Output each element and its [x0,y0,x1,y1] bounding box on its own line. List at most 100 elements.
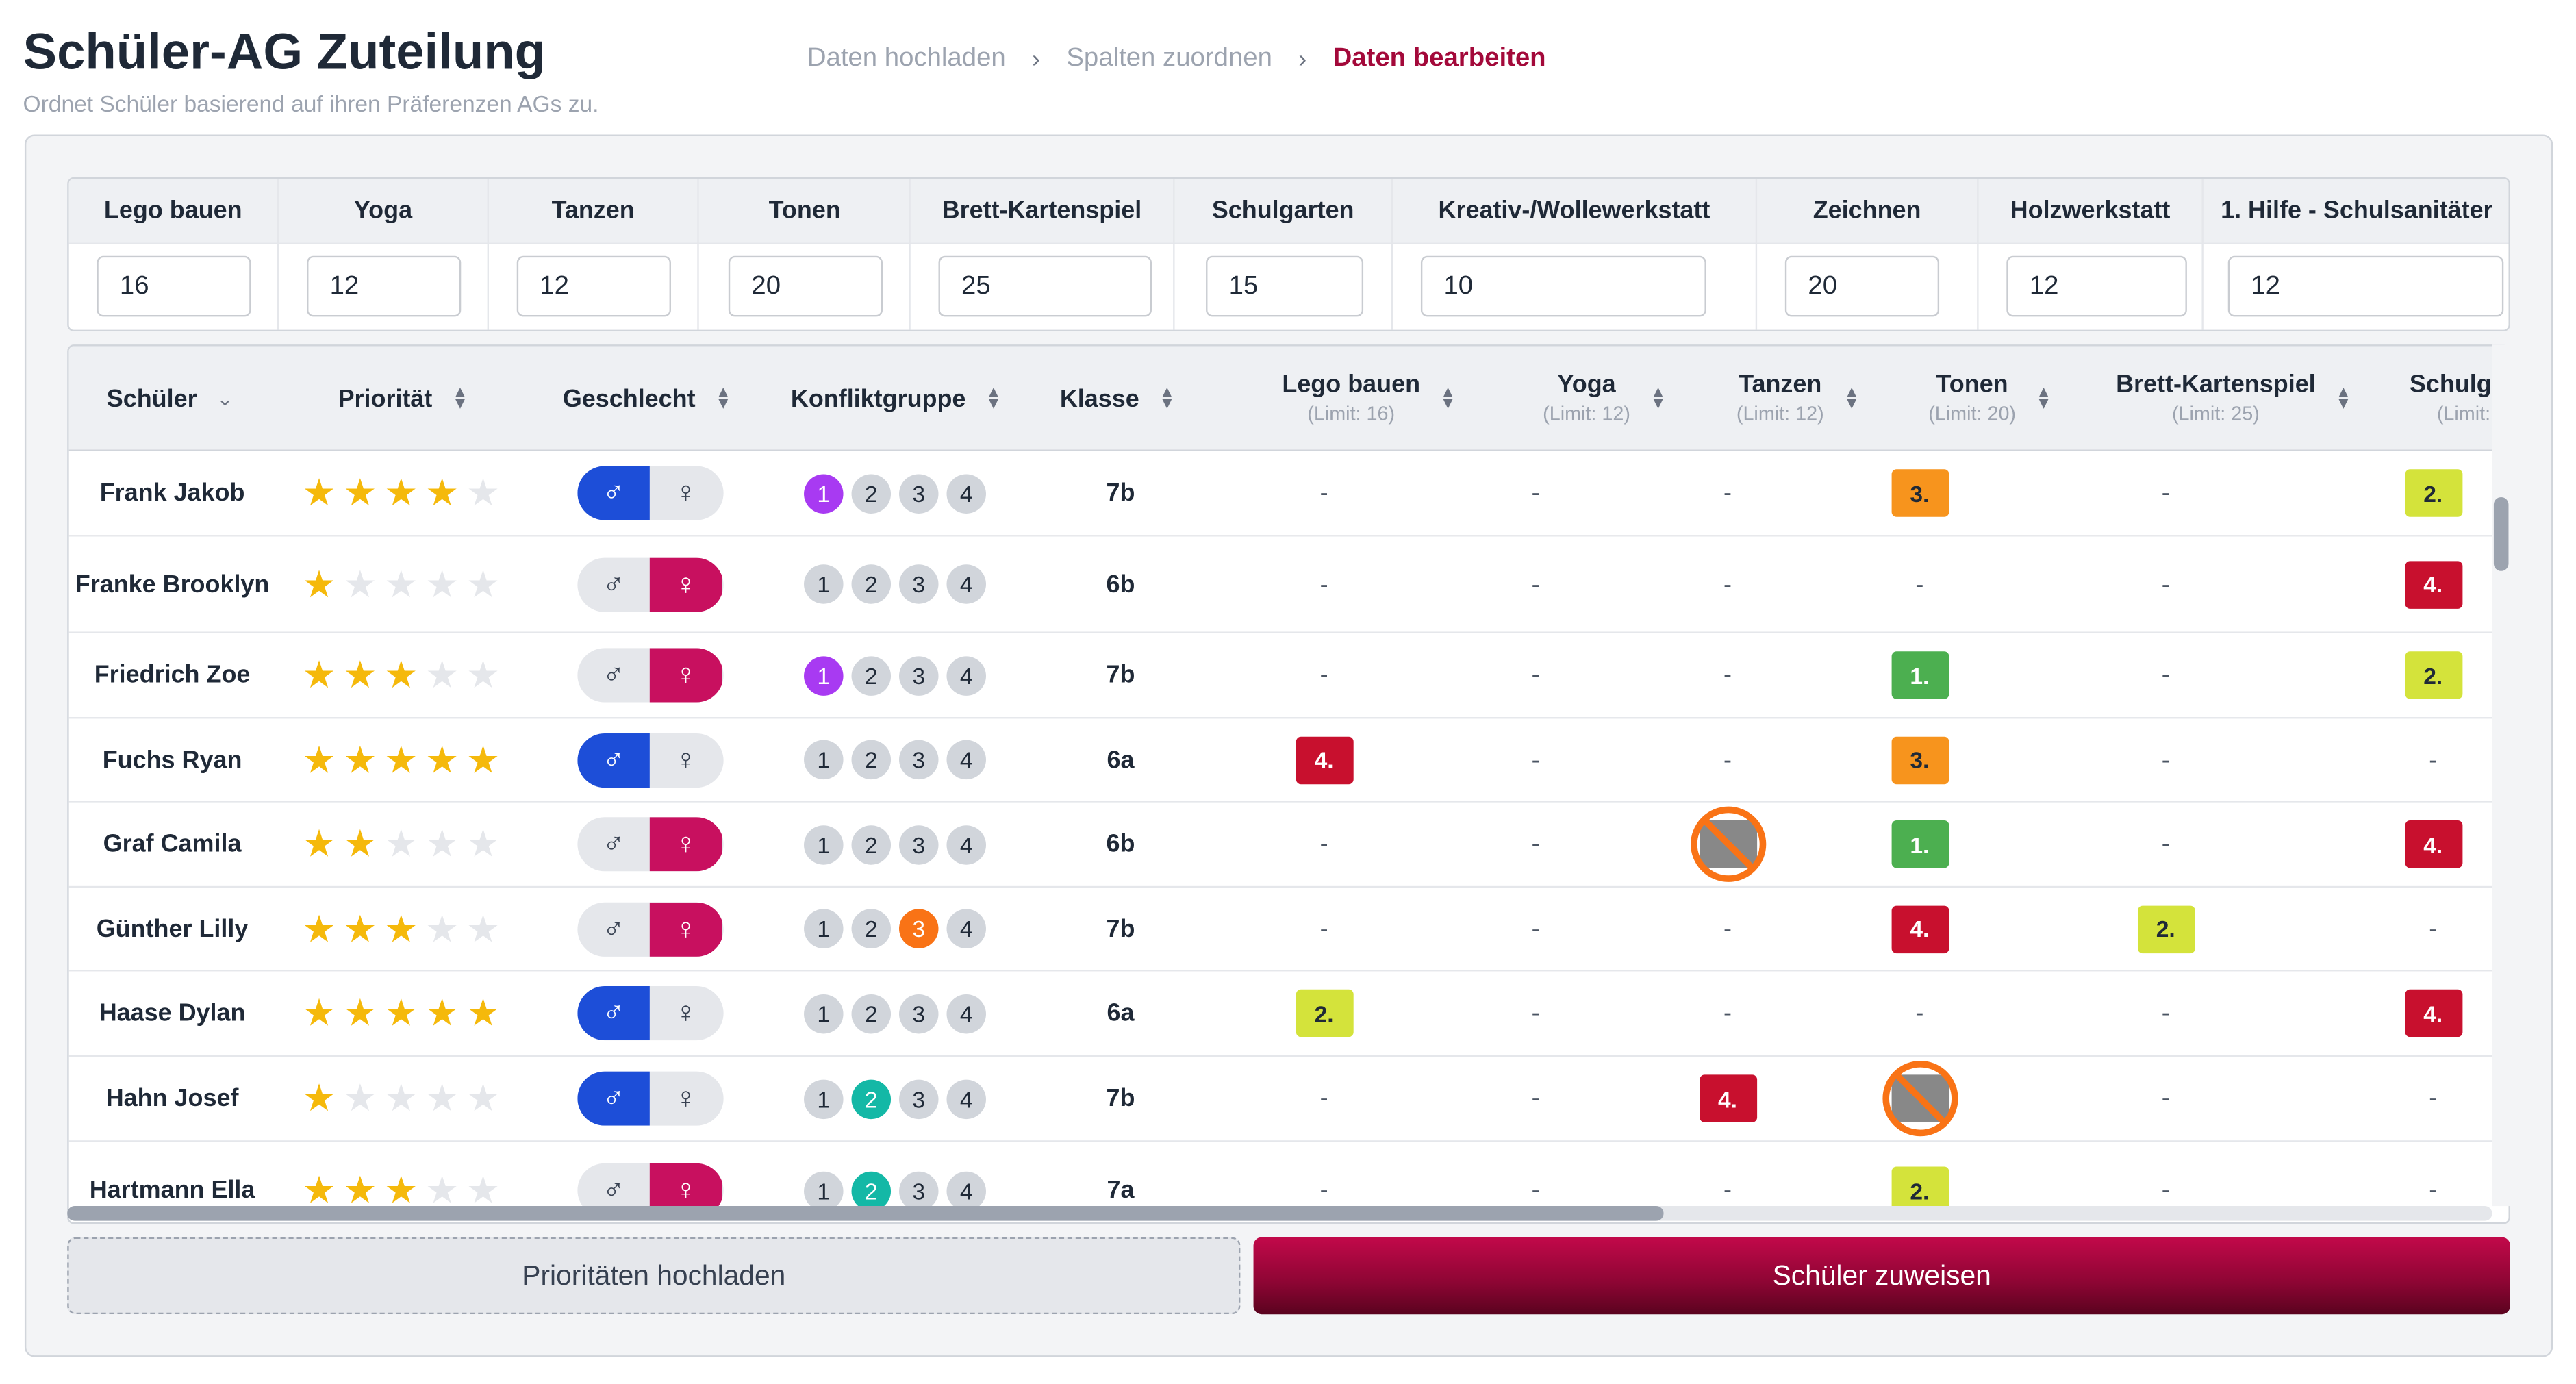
female-icon[interactable]: ♀ [674,996,697,1029]
male-icon[interactable]: ♂ [602,1173,625,1207]
star-icon[interactable]: ★ [343,991,377,1034]
star-icon[interactable]: ★ [343,1076,377,1120]
conflict-group-option[interactable]: 2 [851,655,892,695]
gender-toggle[interactable]: ♂ ♀ [577,557,724,612]
gender-toggle[interactable]: ♂ ♀ [577,901,724,956]
conflict-group-option[interactable]: 4 [946,740,986,780]
priority-stars[interactable]: ★ ★ ★ ★ ★ [299,906,503,950]
star-icon[interactable]: ★ [302,653,336,696]
conflict-group-option[interactable]: 3 [899,1079,939,1118]
female-icon[interactable]: ♀ [649,557,722,612]
star-icon[interactable]: ★ [302,738,336,781]
female-icon[interactable]: ♀ [649,817,722,872]
column-header-ag[interactable]: Tanzen (Limit: 12) ▲ ▼ [1702,347,1895,451]
star-icon[interactable]: ★ [384,822,418,865]
table-row[interactable]: Franke Brooklyn ★ ★ ★ ★ ★ ♂ ♀ 1 2 3 4 6b - - - - -4. [68,536,2494,633]
conflict-group-option[interactable]: 3 [899,909,939,948]
star-icon[interactable]: ★ [466,991,501,1034]
table-row[interactable]: Günther Lilly ★ ★ ★ ★ ★ ♂ ♀ 1 2 3 4 7b - - -4. 2. - [68,888,2494,972]
preference-badge[interactable]: 4. [1891,905,1949,953]
scrollbar-thumb[interactable] [2493,496,2509,571]
star-icon[interactable]: ★ [302,1076,336,1120]
preference-badge[interactable]: 2. [2404,651,2462,699]
conflict-group-option[interactable]: 1 [804,655,844,695]
conflict-group-option[interactable]: 3 [899,655,939,695]
female-icon[interactable]: ♀ [649,901,722,956]
star-icon[interactable]: ★ [384,653,418,696]
conflict-group-option[interactable]: 2 [851,473,892,513]
priority-stars[interactable]: ★ ★ ★ ★ ★ [299,562,503,605]
female-icon[interactable]: ♀ [674,742,697,776]
priority-stars[interactable]: ★ ★ ★ ★ ★ [299,653,503,696]
star-icon[interactable]: ★ [384,991,418,1034]
conflict-group-option[interactable]: 1 [804,473,844,513]
column-header-student[interactable]: Schüler ⌄ [107,347,233,451]
star-icon[interactable]: ★ [466,1076,501,1120]
star-icon[interactable]: ★ [384,1168,418,1211]
conflict-group-option[interactable]: 3 [899,824,939,864]
conflict-group-option[interactable]: 1 [804,993,844,1033]
preference-badge[interactable]: 3. [1891,735,1949,784]
female-icon[interactable]: ♀ [649,648,722,703]
table-row[interactable]: Frank Jakob ★ ★ ★ ★ ★ ♂ ♀ 1 2 3 4 7b - - -3. -2. [68,451,2494,537]
star-icon[interactable]: ★ [343,738,377,781]
male-icon[interactable]: ♂ [577,466,650,520]
female-icon[interactable]: ♀ [674,475,697,509]
star-icon[interactable]: ★ [425,822,459,865]
conflict-group-option[interactable]: 2 [851,824,892,864]
preference-badge[interactable]: 2. [2136,905,2195,953]
star-icon[interactable]: ★ [466,653,501,696]
priority-stars[interactable]: ★ ★ ★ ★ ★ [299,1076,503,1120]
star-icon[interactable]: ★ [343,653,377,696]
breadcrumb-step-edit-data[interactable]: Daten bearbeiten [1333,44,1546,73]
conflict-group-option[interactable]: 4 [946,824,986,864]
conflict-group-option[interactable]: 3 [899,993,939,1033]
column-header-class[interactable]: Klasse ▲ ▼ [1060,347,1175,451]
column-header-ag[interactable]: Lego bauen (Limit: 16) ▲ ▼ [1230,347,1508,451]
column-header-ag[interactable]: Brett-Kartenspiel (Limit: 25) ▲ ▼ [2085,347,2382,451]
conflict-group-option[interactable]: 2 [851,1170,892,1211]
conflict-group-option[interactable]: 4 [946,1170,986,1211]
column-header-gender[interactable]: Geschlecht ▲ ▼ [563,347,731,451]
star-icon[interactable]: ★ [384,1076,418,1120]
conflict-group-option[interactable]: 2 [851,740,892,780]
blocked-preference[interactable] [1882,1061,1958,1137]
conflict-group-option[interactable]: 1 [804,740,844,780]
preference-badge[interactable]: 4. [2404,989,2462,1037]
conflict-group-option[interactable]: 4 [946,1079,986,1118]
limit-input[interactable] [2006,255,2187,317]
star-icon[interactable]: ★ [343,470,377,514]
female-icon[interactable]: ♀ [674,1081,697,1114]
gender-toggle[interactable]: ♂ ♀ [577,648,724,703]
table-row[interactable]: Friedrich Zoe ★ ★ ★ ★ ★ ♂ ♀ 1 2 3 4 7b - - -1. -2. [68,633,2494,719]
preference-badge[interactable]: 2. [1295,989,1353,1037]
upload-priorities-button[interactable]: Prioritäten hochladen [67,1237,1241,1315]
conflict-group-option[interactable]: 1 [804,1079,844,1118]
star-icon[interactable]: ★ [425,470,459,514]
conflict-group-option[interactable]: 4 [946,993,986,1033]
gender-toggle[interactable]: ♂ ♀ [577,732,724,787]
star-icon[interactable]: ★ [466,1168,501,1211]
star-icon[interactable]: ★ [343,562,377,605]
preference-badge[interactable]: 4. [2404,820,2462,868]
priority-stars[interactable]: ★ ★ ★ ★ ★ [299,1168,503,1211]
preference-badge[interactable]: 1. [1891,820,1949,868]
star-icon[interactable]: ★ [302,822,336,865]
horizontal-scrollbar[interactable] [67,1206,2492,1221]
male-icon[interactable]: ♂ [602,657,625,691]
conflict-group-option[interactable]: 3 [899,564,939,604]
conflict-group-option[interactable]: 3 [899,473,939,513]
preference-badge[interactable]: 3. [1891,469,1949,517]
limit-input[interactable] [307,255,462,317]
star-icon[interactable]: ★ [466,906,501,950]
gender-toggle[interactable]: ♂ ♀ [577,985,724,1041]
gender-toggle[interactable]: ♂ ♀ [577,1071,724,1126]
conflict-group-option[interactable]: 1 [804,564,844,604]
